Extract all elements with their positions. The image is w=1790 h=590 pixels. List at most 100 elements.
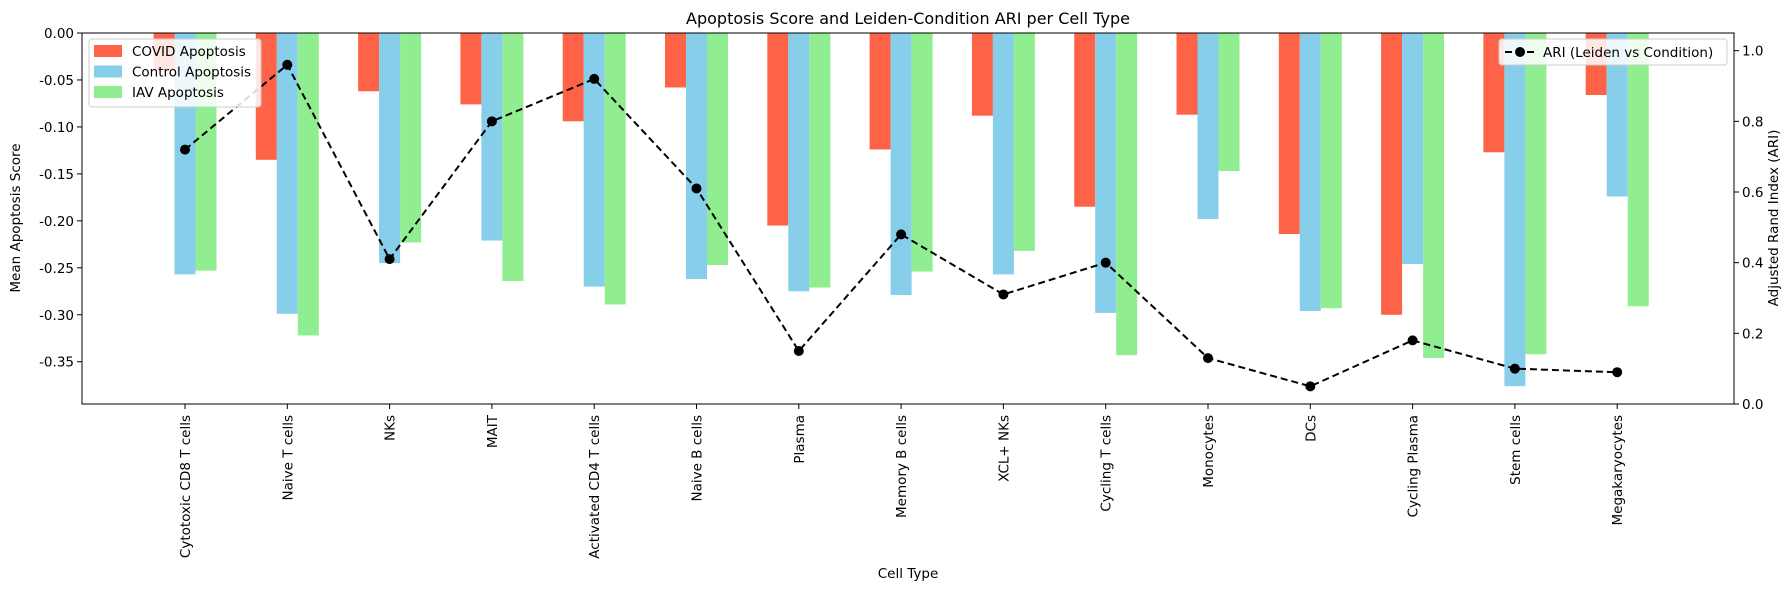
bar (1278, 33, 1300, 234)
legend-box (88, 38, 262, 108)
bar (1504, 33, 1526, 387)
y-axis-label: Mean Apoptosis Score (8, 143, 24, 292)
x-tick-label: Naive B cells (690, 415, 706, 502)
ari-point (589, 73, 600, 84)
y2-tick-label: 1.0 (1742, 44, 1763, 60)
y-tick-label: -0.25 (39, 261, 74, 277)
x-tick-label: Cycling Plasma (1406, 415, 1422, 517)
plot-frame (81, 32, 1735, 405)
bar (562, 33, 584, 122)
x-tick-label: Megakaryocytes (1610, 415, 1626, 526)
x-axis-label: Cell Type (878, 566, 939, 582)
x-tick-label: MAIT (485, 414, 501, 448)
y2-tick-label: 0.4 (1742, 256, 1763, 272)
x-tick-label: Memory B cells (894, 415, 910, 518)
bar (809, 33, 831, 288)
x-tick-label: DCs (1303, 415, 1319, 442)
bar (1402, 33, 1424, 265)
x-tick-label: Cycling T cells (1099, 415, 1115, 512)
bar (911, 33, 933, 272)
y-tick-label: -0.10 (39, 120, 74, 136)
chart-title: Apoptosis Score and Leiden-Condition ARI… (686, 9, 1130, 28)
legend-swatch (94, 86, 122, 98)
y-axis-right: 0.0 0.2 0.4 0.6 0.8 1.0 (1734, 44, 1763, 413)
legend-right: ARI (Leiden vs Condition) (1498, 38, 1728, 66)
ari-point (691, 183, 702, 194)
bar (297, 33, 319, 336)
y-axis-left: 0.00 -0.05 -0.10 -0.15 -0.20 -0.25 -0.30 -0.35 (39, 26, 82, 371)
y2-tick-label: 0.0 (1742, 397, 1763, 413)
x-tick-label: Cytotoxic CD8 T cells (178, 415, 194, 558)
x-tick-label: Stem cells (1508, 415, 1524, 485)
bar (1074, 33, 1096, 207)
bar (502, 33, 524, 281)
x-tick-label: XCL+ NKs (996, 415, 1012, 482)
bar (481, 33, 503, 241)
bar (1525, 33, 1547, 355)
ari-point (896, 229, 907, 240)
bars-layer (153, 33, 1649, 387)
y2-tick-label: 0.6 (1742, 185, 1763, 201)
y-tick-label: -0.30 (39, 308, 74, 324)
ari-point (1612, 367, 1623, 378)
y2-axis-label: Adjusted Rand Index (ARI) (1766, 130, 1782, 307)
y-tick-label: -0.35 (39, 355, 74, 371)
bar (604, 33, 626, 305)
y2-tick-label: 0.8 (1742, 114, 1763, 130)
bar (869, 33, 891, 150)
x-tick-label: NKs (383, 415, 399, 441)
bar (1627, 33, 1649, 307)
ari-point (1203, 353, 1213, 364)
bar (788, 33, 810, 292)
bar (1299, 33, 1321, 312)
bar (1381, 33, 1403, 315)
x-tick-label: Naive T cells (280, 415, 296, 501)
legend-swatch (94, 65, 122, 78)
bar (1218, 33, 1240, 172)
bar (1116, 33, 1138, 356)
bar (460, 33, 482, 105)
ari-point (793, 346, 804, 356)
bar (1095, 33, 1117, 313)
bar (767, 33, 789, 226)
legend-label: IAV Apoptosis (132, 85, 224, 101)
ari-point (180, 144, 190, 155)
bar (992, 33, 1014, 275)
ari-point (384, 254, 395, 265)
bar (583, 33, 605, 287)
x-tick-label: Monocytes (1201, 415, 1217, 488)
ari-point (1100, 257, 1111, 268)
legend-marker (1515, 47, 1525, 57)
legend-label: ARI (Leiden vs Condition) (1543, 45, 1713, 61)
legend-label: COVID Apoptosis (132, 44, 246, 60)
legend-label: Control Apoptosis (132, 65, 251, 81)
bar (1320, 33, 1342, 309)
y-tick-label: -0.15 (39, 167, 74, 183)
bar (707, 33, 728, 265)
y-tick-label: -0.20 (39, 214, 74, 230)
y-tick-label: -0.05 (39, 73, 74, 89)
bar (276, 33, 298, 314)
bar (686, 33, 707, 280)
legend-left: COVID Apoptosis Control Apoptosis IAV Apop… (88, 38, 262, 108)
ari-point (1305, 381, 1316, 392)
bar (400, 33, 422, 243)
bar (971, 33, 993, 116)
bar (1606, 33, 1628, 197)
bar (1423, 33, 1445, 358)
bar (890, 33, 912, 296)
y2-tick-label: 0.2 (1742, 326, 1763, 342)
bar (1197, 33, 1219, 219)
x-tick-label: Activated CD4 T cells (587, 415, 603, 559)
ari-point (998, 289, 1009, 300)
ari-point (282, 59, 293, 70)
ari-line (184, 63, 1618, 388)
ari-point (1509, 363, 1520, 374)
bar (379, 33, 401, 264)
legend-swatch (94, 45, 122, 57)
bar (665, 33, 686, 88)
bar (1176, 33, 1198, 115)
ari-line-layer (180, 59, 1623, 392)
x-tick-label: Plasma (792, 415, 808, 464)
